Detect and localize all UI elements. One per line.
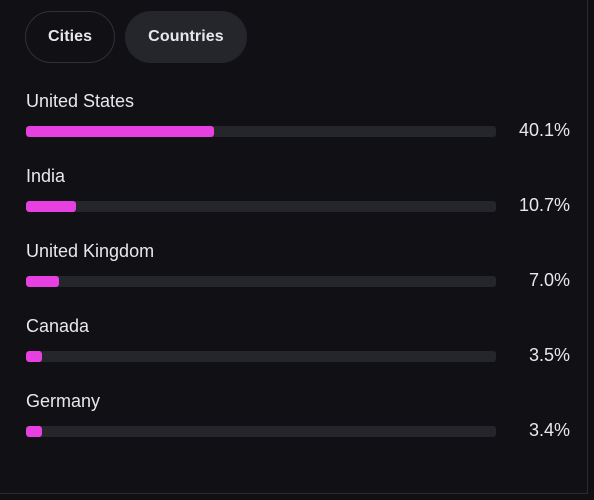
list-item: United States 40.1% [26, 89, 574, 164]
country-name: India [26, 166, 66, 186]
progress-track [26, 426, 496, 437]
list-item: Germany 3.4% [26, 389, 574, 464]
progress-track [26, 276, 496, 287]
tab-cities[interactable]: Cities [25, 11, 116, 63]
country-name: Germany [26, 391, 101, 411]
country-percent: 10.7% [518, 195, 570, 215]
country-percent: 3.5% [528, 345, 570, 365]
progress-track [26, 126, 496, 137]
country-name: Canada [26, 316, 90, 336]
tab-countries[interactable]: Countries [125, 11, 247, 63]
country-name: United Kingdom [26, 241, 155, 261]
location-tabs: Cities Countries [25, 11, 247, 63]
progress-track [26, 201, 496, 212]
tab-countries-label: Countries [148, 28, 224, 45]
list-item: India 10.7% [26, 164, 574, 239]
list-item: United Kingdom 7.0% [26, 239, 574, 314]
tab-cities-label: Cities [48, 28, 93, 45]
country-percent: 7.0% [528, 270, 570, 290]
country-list: United States 40.1% India 10.7% United K… [26, 89, 574, 464]
progress-fill [26, 426, 42, 437]
progress-fill [26, 276, 59, 287]
countries-panel: Cities Countries United States 40.1% Ind… [0, 0, 588, 494]
country-percent: 3.4% [528, 420, 570, 440]
country-name: United States [26, 91, 135, 111]
progress-track [26, 351, 496, 362]
progress-fill [26, 201, 77, 212]
list-item: Canada 3.5% [26, 314, 574, 389]
country-percent: 40.1% [518, 120, 570, 140]
progress-fill [26, 126, 215, 137]
progress-fill [26, 351, 43, 362]
